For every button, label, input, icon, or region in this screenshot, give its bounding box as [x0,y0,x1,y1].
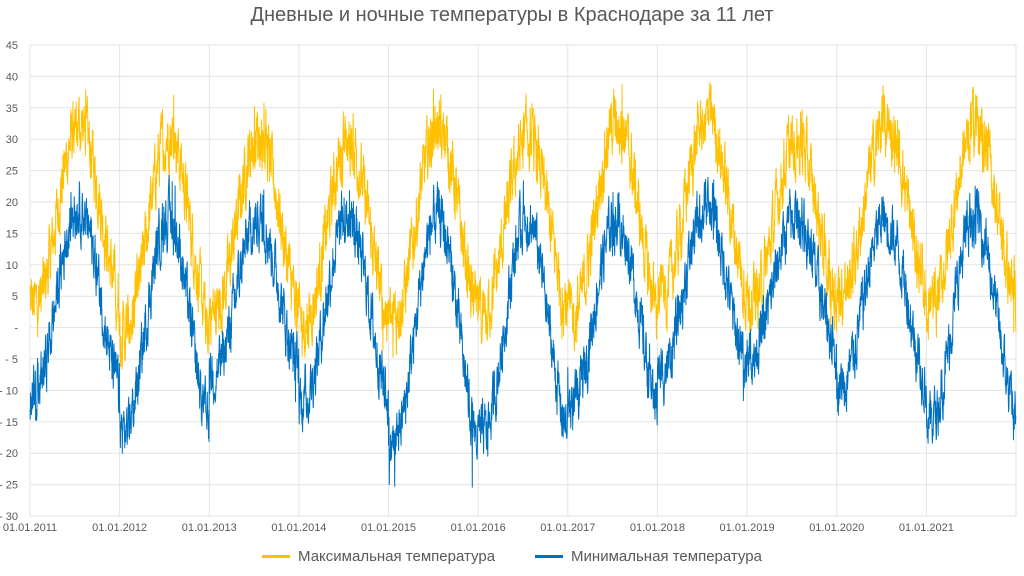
series-line-max [29,82,1017,370]
legend-swatch-min [535,555,564,558]
y-tick-label: 15 [6,228,18,240]
chart-legend: Максимальная температура Минимальная тем… [0,548,1024,565]
y-tick-label: 5 [12,291,18,303]
x-tick-label: 01.01.2014 [271,522,326,534]
y-tick-label: - 20 [0,448,18,460]
x-tick-label: 01.01.2011 [3,522,57,534]
y-tick-label: 25 [6,166,18,178]
y-axis-ticks: 45 40 35 30 25 20 15 10 5 - - 5 - 10 - 15 - 20 - 25 - 3… [0,40,18,523]
y-tick-label: 45 [6,40,18,52]
x-tick-label: 01.01.2016 [451,522,506,534]
legend-swatch-max [262,555,291,558]
y-tick-label: 40 [6,71,18,83]
x-tick-label: 01.01.2013 [182,522,237,534]
x-tick-label: 01.01.2020 [809,522,864,534]
x-tick-label: 01.01.2021 [899,522,954,534]
y-tick-label: - 5 [5,354,18,366]
y-tick-label: - 15 [0,417,18,429]
y-tick-label: 20 [6,197,18,209]
legend-label-min: Минимальная температура [571,548,762,565]
y-tick-label: - [14,323,18,335]
series-line-min [29,174,1017,488]
series-lines [29,82,1017,488]
legend-label-max: Максимальная температура [298,548,496,565]
chart-title: Дневные и ночные температуры в Краснодар… [250,4,774,26]
x-tick-label: 01.01.2012 [92,522,147,534]
y-tick-label: 10 [6,260,18,272]
x-tick-label: 01.01.2017 [540,522,595,534]
x-tick-label: 01.01.2018 [630,522,685,534]
x-tick-label: 01.01.2015 [361,522,416,534]
x-tick-label: 01.01.2019 [720,522,775,534]
legend-item-min: Минимальная температура [535,548,762,565]
y-tick-label: - 10 [0,385,18,397]
legend-item-max: Максимальная температура [262,548,495,565]
y-tick-label: 35 [6,103,18,115]
y-tick-label: 30 [6,134,18,146]
y-tick-label: - 30 [0,511,18,523]
x-axis-ticks: 01.01.2011 01.01.2012 01.01.2013 01.01.2014… [3,522,954,534]
y-tick-label: - 25 [0,480,18,492]
